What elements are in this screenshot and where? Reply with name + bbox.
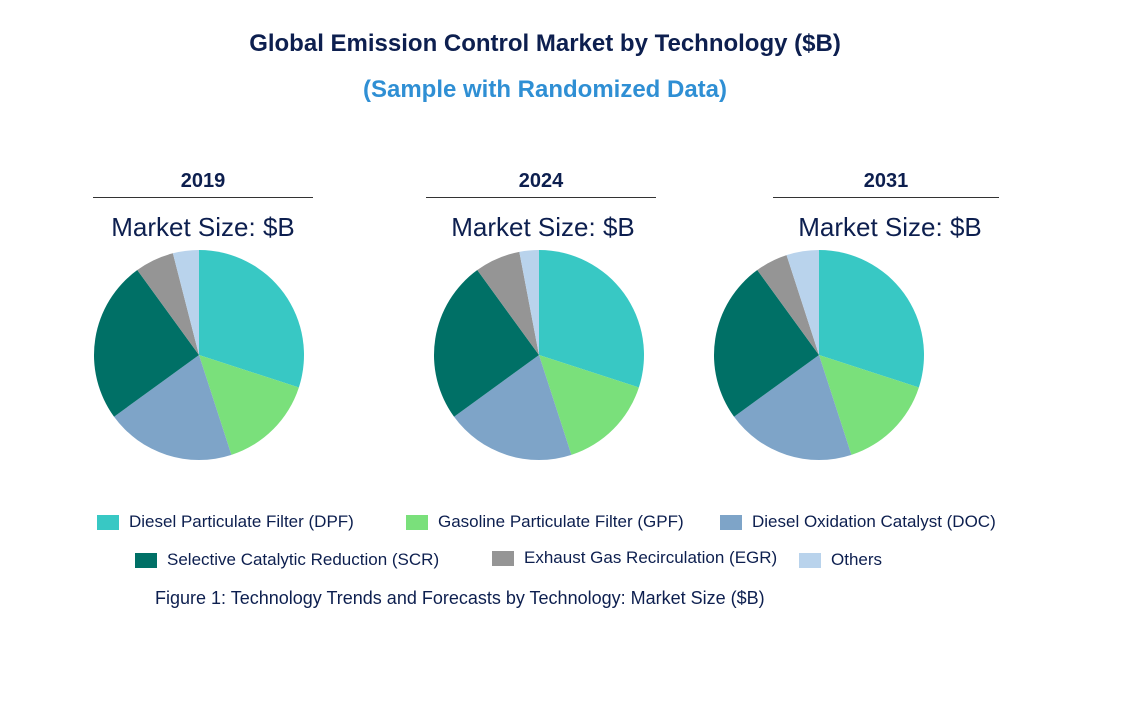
chart-title: Global Emission Control Market by Techno… xyxy=(249,30,841,57)
legend-item-gpf: Gasoline Particulate Filter (GPF) xyxy=(406,512,684,532)
legend-swatch xyxy=(135,552,157,568)
legend-item-dpf: Diesel Particulate Filter (DPF) xyxy=(97,512,354,532)
pie-slice-2031-others xyxy=(786,250,819,355)
legend-label: Exhaust Gas Recirculation (EGR) xyxy=(524,548,778,567)
pie-slice-2024-others xyxy=(519,250,539,355)
pie-slice-2019-scr xyxy=(94,270,199,417)
market-size-label-2019: Market Size: $B xyxy=(111,212,295,242)
pie-year-2019: 2019 xyxy=(93,170,313,198)
pie-slice-2024-doc xyxy=(454,355,572,460)
pie-2024 xyxy=(434,250,644,460)
pie-slice-2024-scr xyxy=(434,270,539,417)
legend-item-egr: Exhaust Gas Recirculation (EGR) xyxy=(492,548,777,568)
legend-label: Diesel Particulate Filter (DPF) xyxy=(129,512,354,531)
legend-item-doc: Diesel Oxidation Catalyst (DOC) xyxy=(720,512,996,532)
market-size-label-2031: Market Size: $B xyxy=(798,212,982,242)
figure-caption: Figure 1: Technology Trends and Forecast… xyxy=(155,588,765,608)
pie-slice-2019-doc xyxy=(114,355,232,460)
legend-item-scr: Selective Catalytic Reduction (SCR) xyxy=(135,550,439,570)
pie-year-2024: 2024 xyxy=(426,170,656,198)
pie-slice-2019-gpf xyxy=(199,355,299,455)
pie-slice-2024-gpf xyxy=(539,355,639,455)
legend-swatch xyxy=(720,514,742,530)
pie-slice-2019-dpf xyxy=(199,250,304,388)
pie-slice-2019-others xyxy=(172,250,199,355)
legend-label: Others xyxy=(831,550,883,569)
pie-slice-2024-dpf xyxy=(539,250,644,388)
legend-swatch xyxy=(492,550,514,566)
pie-slice-2024-egr xyxy=(477,251,539,355)
pie-slice-2031-gpf xyxy=(819,355,919,455)
pie-year-2031: 2031 xyxy=(773,170,999,198)
pie-2031 xyxy=(714,250,924,460)
legend-swatch xyxy=(97,514,119,530)
legend-label: Diesel Oxidation Catalyst (DOC) xyxy=(752,512,996,531)
pie-slice-2031-scr xyxy=(714,270,819,417)
pie-slice-2031-egr xyxy=(757,255,819,355)
legend-label: Gasoline Particulate Filter (GPF) xyxy=(438,512,684,531)
pie-slice-2031-doc xyxy=(734,355,852,460)
pie-slice-2019-egr xyxy=(137,253,199,355)
chart-subtitle: (Sample with Randomized Data) xyxy=(362,76,728,103)
legend-label: Selective Catalytic Reduction (SCR) xyxy=(167,550,440,569)
pie-2019 xyxy=(94,250,304,460)
legend-swatch xyxy=(799,552,821,568)
legend-swatch xyxy=(406,514,428,530)
market-size-label-2024: Market Size: $B xyxy=(451,212,635,242)
pie-slice-2031-dpf xyxy=(819,250,924,388)
legend-item-others: Others xyxy=(799,550,882,570)
